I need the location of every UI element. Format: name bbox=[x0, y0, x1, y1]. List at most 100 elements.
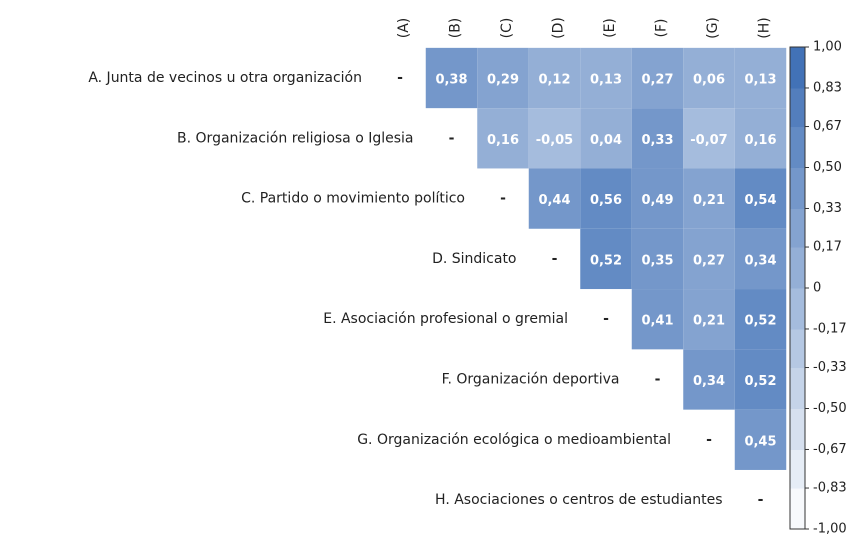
cell-label: 0,33 bbox=[641, 133, 673, 148]
colorbar-tick-label: 0,17 bbox=[813, 240, 842, 255]
row-label: E. Asociación profesional o gremial bbox=[323, 311, 568, 327]
cell bbox=[683, 108, 735, 169]
cell-label: 0,54 bbox=[744, 193, 776, 208]
column-label: (C) bbox=[499, 18, 515, 39]
colorbar-band bbox=[790, 367, 805, 409]
colorbar-band bbox=[790, 208, 805, 248]
cell-label: 0,52 bbox=[744, 314, 776, 329]
column-label: (A) bbox=[396, 18, 412, 39]
colorbar-band bbox=[790, 328, 805, 369]
column-label: (E) bbox=[602, 18, 618, 38]
cell-label: 0,27 bbox=[693, 253, 725, 268]
cell bbox=[734, 47, 787, 109]
cell bbox=[477, 108, 529, 169]
cell bbox=[734, 409, 787, 470]
diagonal-label: - bbox=[397, 70, 403, 86]
cell-label: 0,21 bbox=[693, 193, 725, 208]
cell-label: 0,27 bbox=[641, 73, 673, 88]
colorbar-tick-label: 0,50 bbox=[813, 160, 842, 175]
cell bbox=[683, 168, 735, 229]
cell bbox=[580, 168, 632, 229]
row-label: G. Organización ecológica o medioambient… bbox=[357, 432, 671, 448]
cell-label: -0,05 bbox=[536, 133, 573, 148]
diagonal-label: - bbox=[706, 432, 712, 448]
cell-label: -0,07 bbox=[690, 133, 727, 148]
cell bbox=[734, 289, 787, 350]
colorbar-tick-label: -0,33 bbox=[813, 360, 847, 375]
cell bbox=[734, 108, 787, 169]
cell bbox=[631, 289, 684, 350]
colorbar-band bbox=[790, 408, 805, 450]
column-label: (D) bbox=[551, 17, 567, 39]
colorbar-band bbox=[790, 247, 805, 289]
row-label: B. Organización religiosa o Iglesia bbox=[177, 130, 413, 146]
cell bbox=[528, 168, 581, 229]
cell bbox=[631, 168, 684, 229]
cell bbox=[528, 47, 581, 109]
cell bbox=[528, 108, 581, 169]
cell-label: 0,38 bbox=[435, 73, 467, 88]
cell-label: 0,52 bbox=[590, 253, 622, 268]
cell-label: 0,04 bbox=[590, 133, 622, 148]
diagonal-label: - bbox=[449, 130, 455, 146]
colorbar-tick-label: -0,67 bbox=[813, 442, 847, 457]
cell bbox=[580, 47, 632, 109]
colorbar-band bbox=[790, 488, 805, 530]
cell-label: 0,06 bbox=[693, 73, 725, 88]
row-label: C. Partido o movimiento político bbox=[241, 191, 465, 207]
colorbar-tick-label: -0,50 bbox=[813, 401, 847, 416]
diagonal-label: - bbox=[655, 372, 661, 388]
cell-label: 0,52 bbox=[744, 374, 776, 389]
cell-label: 0,12 bbox=[538, 73, 570, 88]
cell bbox=[734, 228, 787, 290]
cell bbox=[631, 228, 684, 290]
colorbar-band bbox=[790, 47, 805, 89]
colorbar-band bbox=[790, 449, 805, 489]
diagonal-label: - bbox=[552, 251, 558, 267]
diagonal-label: - bbox=[500, 191, 506, 207]
cell bbox=[734, 349, 787, 410]
cell-label: 0,16 bbox=[487, 133, 519, 148]
colorbar-tick-label: -0,17 bbox=[813, 321, 847, 336]
cell-label: 0,41 bbox=[641, 314, 673, 329]
cell bbox=[580, 108, 632, 169]
colorbar-band bbox=[790, 288, 805, 330]
cell-label: 0,21 bbox=[693, 314, 725, 329]
colorbar-tick-label: -1,00 bbox=[813, 522, 847, 537]
cell-label: 0,44 bbox=[538, 193, 570, 208]
row-label: A. Junta de vecinos u otra organización bbox=[88, 70, 362, 86]
row-label: F. Organización deportiva bbox=[442, 372, 620, 388]
cell bbox=[631, 47, 684, 109]
column-label: (H) bbox=[757, 17, 773, 38]
cell bbox=[631, 108, 684, 169]
diagonal-label: - bbox=[603, 311, 609, 327]
colorbar-band bbox=[790, 126, 805, 168]
column-label: (G) bbox=[705, 17, 721, 39]
cell-label: 0,35 bbox=[641, 253, 673, 268]
row-label: H. Asociaciones o centros de estudiantes bbox=[435, 492, 722, 508]
column-label: (B) bbox=[448, 18, 464, 39]
colorbar-tick-label: 0,83 bbox=[813, 80, 842, 95]
cell-label: 0,45 bbox=[744, 434, 776, 449]
cell bbox=[580, 228, 632, 290]
cell-label: 0,13 bbox=[590, 73, 622, 88]
cell-label: 0,16 bbox=[744, 133, 776, 148]
diagonal-label: - bbox=[758, 492, 764, 508]
colorbar-tick-label: 0 bbox=[813, 281, 821, 296]
cell bbox=[683, 228, 735, 290]
row-label: D. Sindicato bbox=[432, 251, 516, 267]
colorbar-tick-label: 1,00 bbox=[813, 40, 842, 55]
cell-label: 0,34 bbox=[693, 374, 725, 389]
cell bbox=[683, 349, 735, 410]
cell-label: 0,29 bbox=[487, 73, 519, 88]
cell-label: 0,34 bbox=[744, 253, 776, 268]
cell bbox=[683, 289, 735, 350]
column-label: (F) bbox=[654, 19, 670, 38]
colorbar-band bbox=[790, 87, 805, 128]
colorbar-tick-label: 0,67 bbox=[813, 119, 842, 134]
cell bbox=[477, 47, 529, 109]
cell-label: 0,13 bbox=[744, 73, 776, 88]
colorbar-tick-label: -0,83 bbox=[813, 481, 847, 496]
cell bbox=[683, 47, 735, 109]
colorbar-band bbox=[790, 167, 805, 209]
